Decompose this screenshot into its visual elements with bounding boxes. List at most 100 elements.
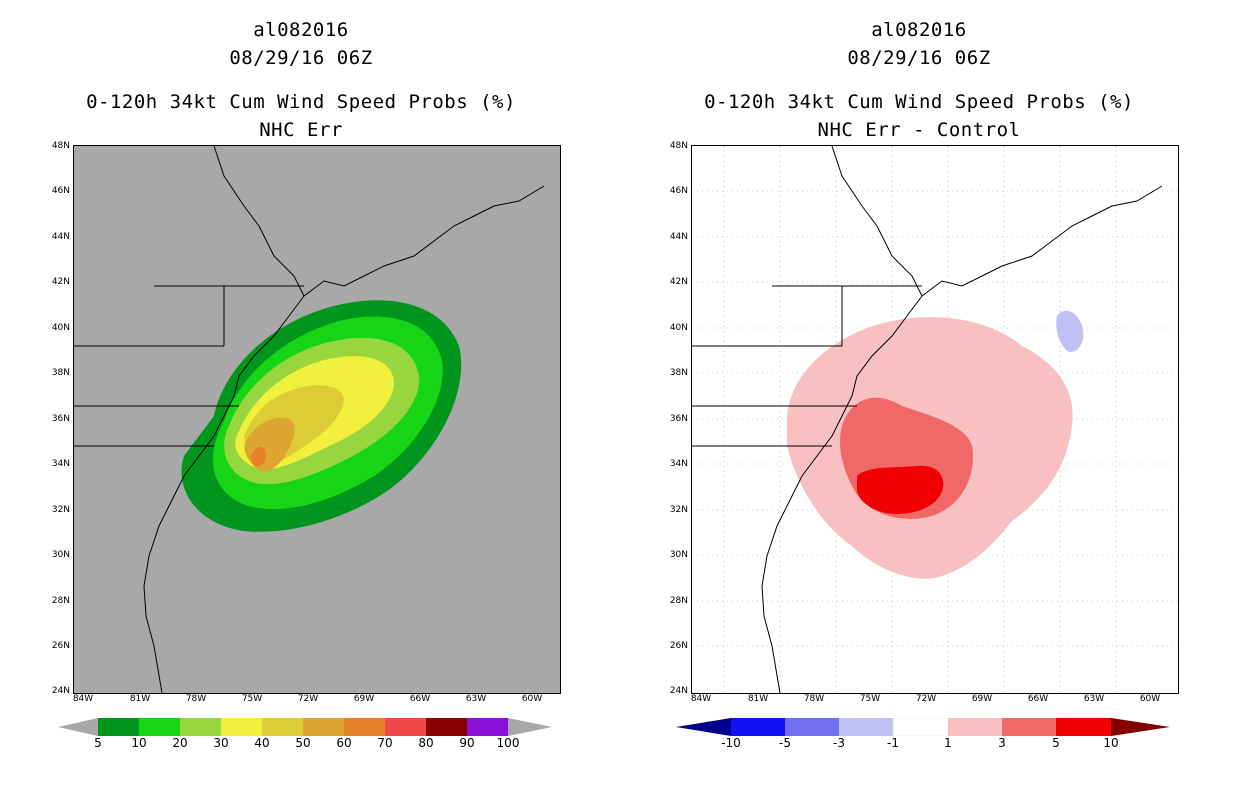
lat-label: 34N [669,459,688,469]
lon-label: 75W [241,694,263,704]
contour-neg-1 [1056,310,1084,352]
lat-label: 44N [669,232,688,242]
lat-label: 38N [51,368,70,378]
lon-label: 72W [915,694,937,704]
colorbar-swatch [948,718,1002,736]
coastline [761,146,923,693]
storm-id: al082016 [253,19,349,41]
state-borders [692,285,922,447]
colorbar-label: 70 [377,736,393,750]
lat-label: 28N [669,596,688,606]
colorbar-swatch [180,718,221,736]
lon-label: 78W [803,694,825,704]
lat-label: 24N [669,686,688,696]
lat-label: 32N [51,505,70,515]
plot-title: 0-120h 34kt Cum Wind Speed Probs (%) [86,91,516,113]
colorbar-swatch [98,718,139,736]
state-borders [74,285,304,447]
colorbar-swatch [839,718,893,736]
lat-label: 36N [669,414,688,424]
contour-60 [251,446,267,467]
colorbar-over [508,718,552,736]
lat-label: 26N [669,641,688,651]
lat-label: 40N [51,323,70,333]
colorbar-swatch [344,718,385,736]
lon-label: 60W [1139,694,1161,704]
difference-contours [692,146,1178,693]
lon-label: 81W [129,694,151,704]
lon-label: 84W [690,694,712,704]
lon-label: 63W [465,694,487,704]
lat-label: 24N [51,686,70,696]
colorbar-over [1111,718,1170,736]
colorbar [58,718,552,736]
lat-label: 30N [51,550,70,560]
lon-label: 81W [747,694,769,704]
probability-map [73,145,561,694]
lat-label: 44N [51,232,70,242]
colorbar-label: 5 [94,736,102,750]
lat-label: 30N [669,550,688,560]
colorbar-label: 30 [213,736,229,750]
lat-label: 46N [51,186,70,196]
probability-contours [74,146,545,693]
colorbar-label: 80 [418,736,434,750]
colorbar-label: 10 [131,736,147,750]
colorbar-label: 5 [1052,736,1060,750]
lat-label: 38N [669,368,688,378]
colorbar-under [676,718,731,736]
coastline-north [921,185,1163,297]
lat-label: 26N [51,641,70,651]
colorbar-label: 40 [254,736,270,750]
colorbar-label: 1 [944,736,952,750]
lon-label: 63W [1083,694,1105,704]
colorbar-label: 60 [336,736,352,750]
coastline [143,146,305,693]
colorbar-label: 90 [459,736,475,750]
colorbar-label: 10 [1103,736,1119,750]
difference-map [691,145,1179,694]
colorbar-label: 50 [295,736,311,750]
colorbar-swatch [303,718,344,736]
lon-label: 66W [409,694,431,704]
colorbar-swatch [385,718,426,736]
lat-label: 32N [669,505,688,515]
graticule [692,146,1178,693]
colorbar [676,718,1170,736]
colorbar-label: -3 [833,736,845,750]
right-panel: al082016 08/29/16 06Z 0-120h 34kt Cum Wi… [618,0,1236,800]
colorbar-swatch [467,718,508,736]
lat-label: 42N [51,277,70,287]
colorbar-label: 3 [998,736,1006,750]
lat-label: 40N [669,323,688,333]
lon-label: 72W [297,694,319,704]
lat-label: 48N [51,141,70,151]
colorbar-swatch [221,718,262,736]
plot-title: 0-120h 34kt Cum Wind Speed Probs (%) [704,91,1134,113]
lon-label: 78W [185,694,207,704]
lat-label: 36N [51,414,70,424]
colorbar-swatch [139,718,180,736]
plot-subtitle: NHC Err - Control [817,119,1021,141]
plot-subtitle: NHC Err [259,119,343,141]
contour-pos-5 [857,465,944,514]
lat-label: 34N [51,459,70,469]
lon-label: 75W [859,694,881,704]
colorbar-label: -10 [721,736,741,750]
datetime: 08/29/16 06Z [229,47,373,69]
colorbar-under [58,718,98,736]
lon-label: 84W [72,694,94,704]
lat-label: 42N [669,277,688,287]
lat-label: 28N [51,596,70,606]
colorbar-label: 20 [172,736,188,750]
coastline-north [303,185,545,297]
colorbar-swatch [1056,718,1111,736]
colorbar-label: 100 [496,736,520,750]
colorbar-swatch [262,718,303,736]
colorbar-label: -1 [887,736,899,750]
colorbar-swatch [731,718,785,736]
left-panel: al082016 08/29/16 06Z 0-120h 34kt Cum Wi… [51,19,561,750]
colorbar-label: -5 [779,736,791,750]
lon-label: 60W [521,694,543,704]
lon-label: 69W [971,694,993,704]
